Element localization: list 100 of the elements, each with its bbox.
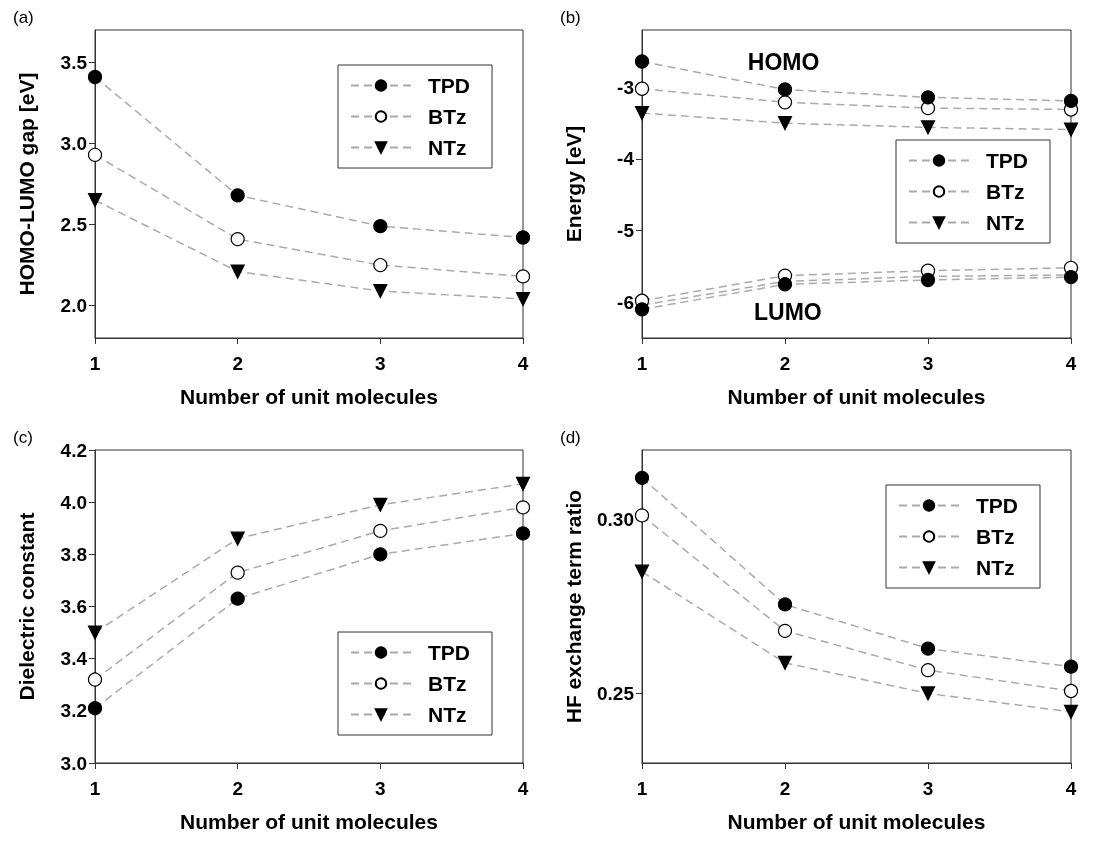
point xyxy=(1063,93,1079,109)
legend-label: NTz xyxy=(976,556,1015,579)
x-tick-label: 1 xyxy=(636,353,648,374)
point xyxy=(230,591,245,606)
point xyxy=(1063,122,1079,137)
y-tick-label: 3.6 xyxy=(60,596,87,617)
y-tick-label: 3.5 xyxy=(60,51,88,73)
point xyxy=(515,500,531,515)
x-axis-title: Number of unit molecules xyxy=(180,810,438,833)
y-tick-label: -6 xyxy=(617,291,634,313)
legend-label: BTz xyxy=(428,672,467,695)
x-tick-label: 2 xyxy=(232,353,243,374)
x-tick-label: 1 xyxy=(89,778,101,799)
point xyxy=(373,547,388,562)
point xyxy=(87,701,103,716)
y-axis-title: HF exchange term ratio xyxy=(562,489,585,724)
y-tick-label: 3.4 xyxy=(60,648,88,670)
legend-label: NTz xyxy=(986,211,1025,234)
legend-label: TPD xyxy=(986,149,1028,172)
y-axis-title: Energy [eV] xyxy=(562,125,585,243)
y-tick-label: 3.8 xyxy=(60,543,87,565)
point xyxy=(230,531,245,546)
legend-label: BTz xyxy=(976,525,1015,548)
x-tick-label: 2 xyxy=(779,778,791,799)
x-tick-label: 4 xyxy=(517,353,529,374)
point xyxy=(920,686,936,701)
y-tick-label: -4 xyxy=(617,148,635,170)
y-tick-label: 3.0 xyxy=(60,132,87,154)
legend-label: BTz xyxy=(986,180,1025,203)
point xyxy=(230,232,245,247)
point xyxy=(87,625,103,640)
y-tick-label: -3 xyxy=(617,76,634,98)
point xyxy=(777,597,793,612)
point xyxy=(87,193,103,208)
point xyxy=(515,291,531,307)
point xyxy=(87,69,103,85)
point xyxy=(230,565,245,580)
y-tick-label: 4.0 xyxy=(60,491,87,513)
point xyxy=(920,663,936,678)
y-axis-title: HOMO-LUMO gap [eV] xyxy=(15,72,38,296)
point xyxy=(777,95,793,110)
point xyxy=(777,116,793,131)
legend-label: TPD xyxy=(428,641,470,664)
x-tick-label: 1 xyxy=(89,353,101,374)
point xyxy=(777,623,793,638)
chart-title: (a) xyxy=(13,8,34,27)
annotation: HOMO xyxy=(747,49,820,75)
x-tick-label: 4 xyxy=(1065,778,1077,799)
y-tick-label: 2.5 xyxy=(60,214,88,236)
legend-label: NTz xyxy=(428,136,467,159)
chart-title: (c) xyxy=(13,428,33,447)
point xyxy=(87,672,103,687)
point xyxy=(634,302,650,317)
point xyxy=(373,257,388,273)
chart-title: (b) xyxy=(560,8,581,27)
point xyxy=(515,526,531,541)
y-axis-title: Dielectric constant xyxy=(15,512,38,701)
x-tick-label: 2 xyxy=(232,778,243,799)
legend-label: NTz xyxy=(428,703,467,726)
point xyxy=(634,508,650,523)
point xyxy=(920,641,936,656)
y-tick-label: -5 xyxy=(617,220,635,242)
y-tick-label: 3.0 xyxy=(60,752,87,774)
y-tick-label: 0.25 xyxy=(597,682,635,704)
point xyxy=(230,264,245,279)
point xyxy=(515,230,531,245)
y-tick-label: 2.0 xyxy=(60,295,87,317)
legend-label: TPD xyxy=(428,74,470,97)
point xyxy=(373,219,388,234)
x-tick-label: 3 xyxy=(375,778,386,799)
point xyxy=(634,105,650,121)
x-tick-label: 3 xyxy=(922,353,934,374)
y-tick-label: 4.2 xyxy=(60,439,87,461)
x-axis-title: Number of unit molecules xyxy=(727,810,986,833)
point xyxy=(87,147,103,162)
x-tick-label: 4 xyxy=(517,778,529,799)
x-axis-title: Number of unit molecules xyxy=(180,385,438,408)
point xyxy=(373,497,388,512)
legend-label: TPD xyxy=(976,494,1018,517)
point xyxy=(230,188,245,203)
point xyxy=(515,269,531,284)
annotation: LUMO xyxy=(754,299,822,325)
point xyxy=(515,476,531,492)
point xyxy=(1063,683,1079,699)
x-axis-title: Number of unit molecules xyxy=(727,385,986,408)
x-tick-label: 3 xyxy=(375,353,386,374)
point xyxy=(373,523,388,538)
x-tick-label: 4 xyxy=(1065,353,1077,374)
point xyxy=(634,81,650,96)
point xyxy=(920,120,936,135)
point xyxy=(777,82,793,97)
x-tick-label: 2 xyxy=(779,353,791,374)
point xyxy=(920,90,936,105)
x-tick-label: 3 xyxy=(922,778,934,799)
x-tick-label: 1 xyxy=(636,778,648,799)
legend-label: BTz xyxy=(428,105,467,128)
point xyxy=(634,564,650,579)
point xyxy=(777,655,793,670)
chart-title: (d) xyxy=(560,428,581,447)
point xyxy=(634,470,650,485)
